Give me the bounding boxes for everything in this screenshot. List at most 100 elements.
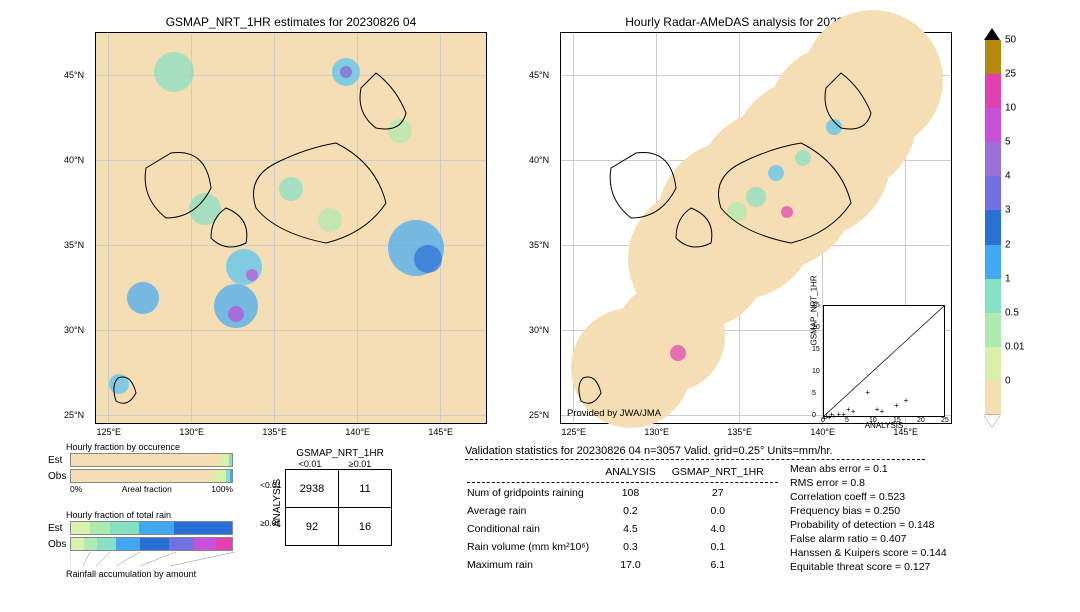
metric-line: Hanssen & Kuipers score = 0.144 [790,546,947,560]
colorbar-label: 3 [1005,205,1011,216]
val-cell: 0.1 [672,539,778,555]
val-cell: Num of gridpoints raining [467,485,603,501]
val-cell: 27 [672,485,778,501]
colorbar-label: 4 [1005,171,1011,182]
y-tick: 35°N [529,240,549,250]
metric-line: Frequency bias = 0.250 [790,504,947,518]
val-cell: 6.1 [672,557,778,573]
fraction-occurrence: Hourly fraction by occurence Est Obs 0% … [48,442,233,494]
x-tick: 145°E [893,427,918,437]
colorbar-label: 5 [1005,137,1011,148]
x-tick: 135°E [262,427,287,437]
x-tick: 130°E [179,427,204,437]
frac-occ-est-label: Est [48,455,70,466]
metric-line: Mean abs error = 0.1 [790,462,947,476]
metric-line: Probability of detection = 0.148 [790,518,947,532]
fraction-tot-caption: Rainfall accumulation by amount [66,569,233,579]
cont-row-header: ANALYSIS [270,459,285,546]
x-tick: 135°E [727,427,752,437]
metric-line: RMS error = 0.8 [790,476,947,490]
validation-title: Validation statistics for 20230826 04 n=… [465,445,925,457]
val-cell: 4.0 [672,521,778,537]
y-tick: 30°N [529,325,549,335]
y-tick: 40°N [529,155,549,165]
x-tick: 125°E [561,427,586,437]
y-tick: 25°N [64,410,84,420]
colorbar-label: 25 [1005,69,1016,80]
frac-connector-lines [70,552,235,566]
map-gsmap-bg [96,33,486,423]
frac-tot-est-bar [70,521,233,535]
cont-c0: <0.01 [285,459,335,469]
val-cell: Rain volume (mm km²10⁶) [467,539,603,555]
frac-x0: 0% [70,484,82,494]
val-col-header: GSMAP_NRT_1HR [672,464,778,480]
metrics-list: Mean abs error = 0.1RMS error = 0.8Corre… [790,462,947,574]
colorbar-seg [985,210,1001,244]
map-radar-bg [561,33,951,423]
colorbar-label: 2 [1005,239,1011,250]
y-tick: 35°N [64,240,84,250]
val-cell: Conditional rain [467,521,603,537]
val-cell: 108 [605,485,670,501]
cont-r1: ≥0.01 [260,518,281,528]
colorbar-label: 10 [1005,103,1016,114]
val-cell: Average rain [467,503,603,519]
frac-x1: Areal fraction [122,484,172,494]
cont-01: 11 [339,470,392,508]
y-tick: 45°N [529,70,549,80]
colorbar-seg [985,245,1001,279]
map-radar: Hourly Radar-AMeDAS analysis for 2023082… [560,32,952,424]
metric-line: Correlation coeff = 0.523 [790,490,947,504]
y-tick: 45°N [64,70,84,80]
colorbar-label: 0 [1005,375,1011,386]
x-tick: 125°E [96,427,121,437]
cont-c1: ≥0.01 [335,459,385,469]
x-tick: 140°E [810,427,835,437]
colorbar-seg [985,74,1001,108]
metric-line: False alarm ratio = 0.407 [790,532,947,546]
cont-00: 2938 [286,470,339,508]
frac-occ-obs-bar [70,469,233,483]
colorbar-seg [985,279,1001,313]
val-col-header [467,464,603,480]
frac-occ-est-bar [70,453,233,467]
val-cell: 17.0 [605,557,670,573]
val-cell: 0.3 [605,539,670,555]
frac-tot-est-label: Est [48,523,70,534]
x-tick: 145°E [428,427,453,437]
colorbar-label: 0.01 [1005,341,1024,352]
val-cell: 4.5 [605,521,670,537]
map-gsmap: GSMAP_NRT_1HR estimates for 20230826 04 … [95,32,487,424]
map-gsmap-title: GSMAP_NRT_1HR estimates for 20230826 04 [96,15,486,29]
cont-r0: <0.01 [260,480,282,490]
colorbar-seg [985,142,1001,176]
colorbar: 502510543210.50.010 [985,40,1001,415]
colorbar-seg [985,313,1001,347]
frac-tot-obs-label: Obs [48,539,70,550]
colorbar-label: 0.5 [1005,307,1019,318]
y-tick: 25°N [529,410,549,420]
cont-11: 16 [339,508,392,546]
contingency-table: GSMAP_NRT_1HR ANALYSIS <0.01≥0.01 293811… [270,448,392,546]
colorbar-label: 50 [1005,35,1016,46]
frac-x2: 100% [211,484,233,494]
y-tick: 30°N [64,325,84,335]
colorbar-seg [985,347,1001,381]
frac-occ-obs-label: Obs [48,471,70,482]
y-tick: 40°N [64,155,84,165]
fraction-occ-title: Hourly fraction by occurence [66,442,233,452]
fraction-total: Hourly fraction of total rain Est Obs Ra… [48,510,233,579]
colorbar-seg [985,381,1001,415]
metric-line: Equitable threat score = 0.127 [790,560,947,574]
colorbar-seg [985,176,1001,210]
val-col-header: ANALYSIS [605,464,670,480]
cont-col-header: GSMAP_NRT_1HR [288,448,392,459]
val-cell: 0.0 [672,503,778,519]
x-tick: 130°E [644,427,669,437]
val-cell: Maximum rain [467,557,603,573]
colorbar-seg [985,40,1001,74]
colorbar-seg [985,108,1001,142]
val-cell: 0.2 [605,503,670,519]
x-tick: 140°E [345,427,370,437]
